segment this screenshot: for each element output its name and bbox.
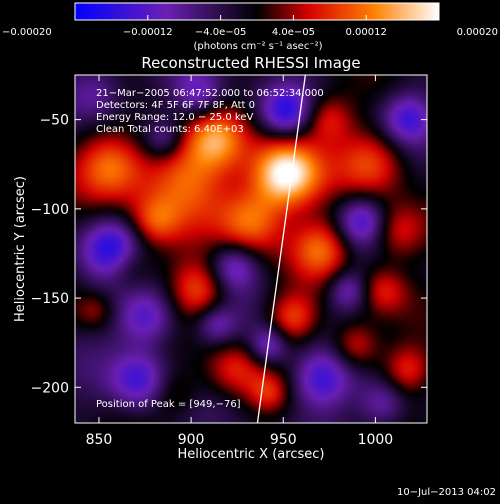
footer-timestamp: 10−Jul−2013 04:02 — [397, 487, 496, 498]
colorbar-unit-label: (photons cm⁻² s⁻¹ asec⁻²) — [193, 41, 322, 52]
colorbar-tick-label: −0.00020 — [2, 27, 52, 38]
heatmap-image — [75, 75, 427, 423]
x-tick-label: 950 — [270, 432, 297, 448]
y-tick-label: −100 — [31, 202, 69, 218]
x-axis-ticks: 850 900 950 1000 — [86, 75, 394, 448]
x-tick-label: 900 — [178, 432, 205, 448]
colorbar-tick-label: −4.0e−05 — [195, 27, 247, 38]
colorbar-tick-label: 4.0e−05 — [272, 27, 315, 38]
annotation-energy-range: Energy Range: 12.0 − 25.0 keV — [96, 112, 253, 123]
annotation-peak-position: Position of Peak = [949,−76] — [96, 399, 241, 410]
colorbar-tick-label: 0.00020 — [457, 27, 498, 38]
y-axis-label: Heliocentric Y (arcsec) — [13, 176, 28, 322]
chart-title: Reconstructed RHESSI Image — [141, 54, 360, 72]
y-tick-label: −50 — [39, 113, 69, 129]
colorbar-tick-label: −0.00012 — [123, 27, 173, 38]
annotation-time-range: 21−Mar−2005 06:47:52.000 to 06:52:34.000 — [96, 88, 324, 99]
plot-frame — [74, 74, 428, 424]
solar-limb-arc — [256, 75, 307, 423]
colorbar — [74, 2, 440, 21]
x-tick-label: 1000 — [358, 432, 394, 448]
x-axis-label: Heliocentric X (arcsec) — [178, 447, 325, 462]
colorbar-tick-label: 0.00012 — [346, 27, 387, 38]
annotation-detectors: Detectors: 4F 5F 6F 7F 8F, Att 0 — [96, 100, 255, 111]
colorbar-tick-labels: −0.00020 −0.00012 −4.0e−05 4.0e−05 0.00012 0.… — [2, 27, 498, 38]
x-tick-label: 850 — [86, 432, 113, 448]
y-axis-ticks: −50 −100 −150 −200 — [31, 113, 427, 396]
colorbar-ticks — [74, 15, 440, 20]
annotation-clean-counts: Clean Total counts: 6.40E+03 — [96, 124, 244, 135]
y-tick-label: −150 — [31, 291, 69, 307]
y-tick-label: −200 — [31, 380, 69, 396]
